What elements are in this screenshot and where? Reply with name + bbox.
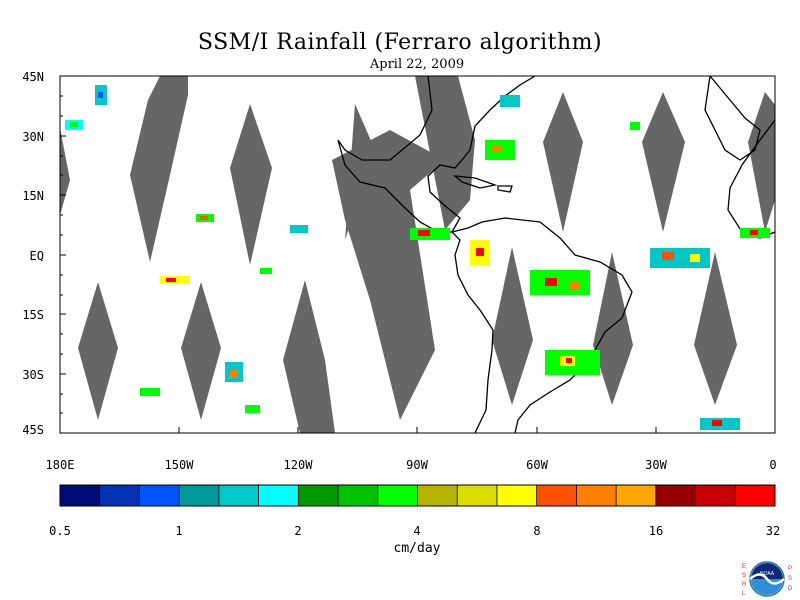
south-america-coast [451, 217, 633, 433]
colorbar-swatch [655, 485, 696, 506]
colorbar-tick-label: 32 [765, 524, 781, 538]
svg-text:S: S [742, 573, 746, 579]
colorbar [59, 484, 776, 507]
lon-label: 150W [164, 458, 194, 472]
no-data-swath [60, 128, 70, 215]
no-data-swath [492, 247, 533, 405]
colorbar-tick-label: 4 [413, 524, 421, 538]
axis-ticks [59, 75, 776, 434]
no-data-swath [543, 92, 583, 232]
colorbar-swatch [179, 485, 220, 506]
lat-label: 30S [22, 368, 44, 382]
lon-label: 60W [526, 458, 548, 472]
colorbar-units: cm/day [393, 541, 441, 556]
no-data-swath [332, 130, 445, 420]
svg-text:R: R [742, 582, 747, 588]
coastlines [337, 76, 775, 433]
colorbar-swatch [536, 485, 577, 506]
colorbar-tick-label: 0.5 [49, 524, 71, 538]
lon-label: 120W [283, 458, 313, 472]
colorbar-swatch [735, 485, 776, 506]
svg-text:D: D [788, 586, 793, 592]
no-data-swath [130, 76, 188, 262]
colorbar-frame [59, 484, 776, 507]
colorbar-swatch [139, 485, 180, 506]
colorbar-swatch [60, 485, 101, 506]
colorbar-swatch [338, 485, 379, 506]
svg-text:P: P [788, 566, 792, 572]
lat-label: 15S [22, 308, 44, 322]
colorbar-swatch [695, 485, 736, 506]
colorbar-swatch [417, 485, 458, 506]
lon-label: 90W [406, 458, 428, 472]
svg-text:E: E [742, 564, 746, 570]
svg-text:S: S [788, 576, 792, 582]
colorbar-swatch [457, 485, 498, 506]
colorbar-swatch [576, 485, 617, 506]
colorbar-swatch [258, 485, 299, 506]
rain-patches [65, 85, 770, 430]
lat-label: EQ [29, 249, 44, 263]
lon-label: 0 [769, 458, 777, 472]
no-data-swath [748, 92, 775, 232]
lat-label: 45N [22, 70, 44, 84]
lat-label: 15N [22, 189, 44, 203]
no-data-swath [78, 282, 118, 420]
no-data-swath [593, 252, 633, 405]
lon-label: 30W [645, 458, 667, 472]
map-date: April 22, 2009 [369, 57, 465, 72]
no-data-swath [230, 104, 272, 265]
colorbar-swatch [496, 485, 537, 506]
svg-text:L: L [742, 591, 746, 597]
cuba-coast [453, 175, 498, 189]
no-data-swaths [60, 76, 775, 433]
colorbar-tick-label: 8 [533, 524, 541, 538]
no-data-swath [181, 282, 221, 420]
greenland-coast [704, 76, 761, 161]
lon-label: 180E [45, 458, 75, 472]
colorbar-tick-label: 1 [175, 524, 183, 538]
no-data-swath [694, 252, 737, 405]
colorbar-swatch [218, 485, 259, 506]
lat-label: 45S [22, 423, 44, 437]
no-data-swath [283, 280, 335, 433]
colorbar-tick-label: 2 [294, 524, 302, 538]
colorbar-swatch [616, 485, 657, 506]
colorbar-swatch [99, 485, 140, 506]
colorbar-swatch [377, 485, 418, 506]
hispaniola-coast [497, 185, 513, 193]
map-title: SSM/I Rainfall (Ferraro algorithm) [197, 30, 603, 55]
noaa-esrl-psd-logo: NOAA E S R L P S D [742, 561, 793, 597]
no-data-swath [642, 92, 685, 232]
lat-label: 30N [22, 130, 44, 144]
logo-center-text: NOAA [760, 571, 775, 577]
colorbar-tick-label: 16 [648, 524, 664, 538]
colorbar-swatch [298, 485, 339, 506]
